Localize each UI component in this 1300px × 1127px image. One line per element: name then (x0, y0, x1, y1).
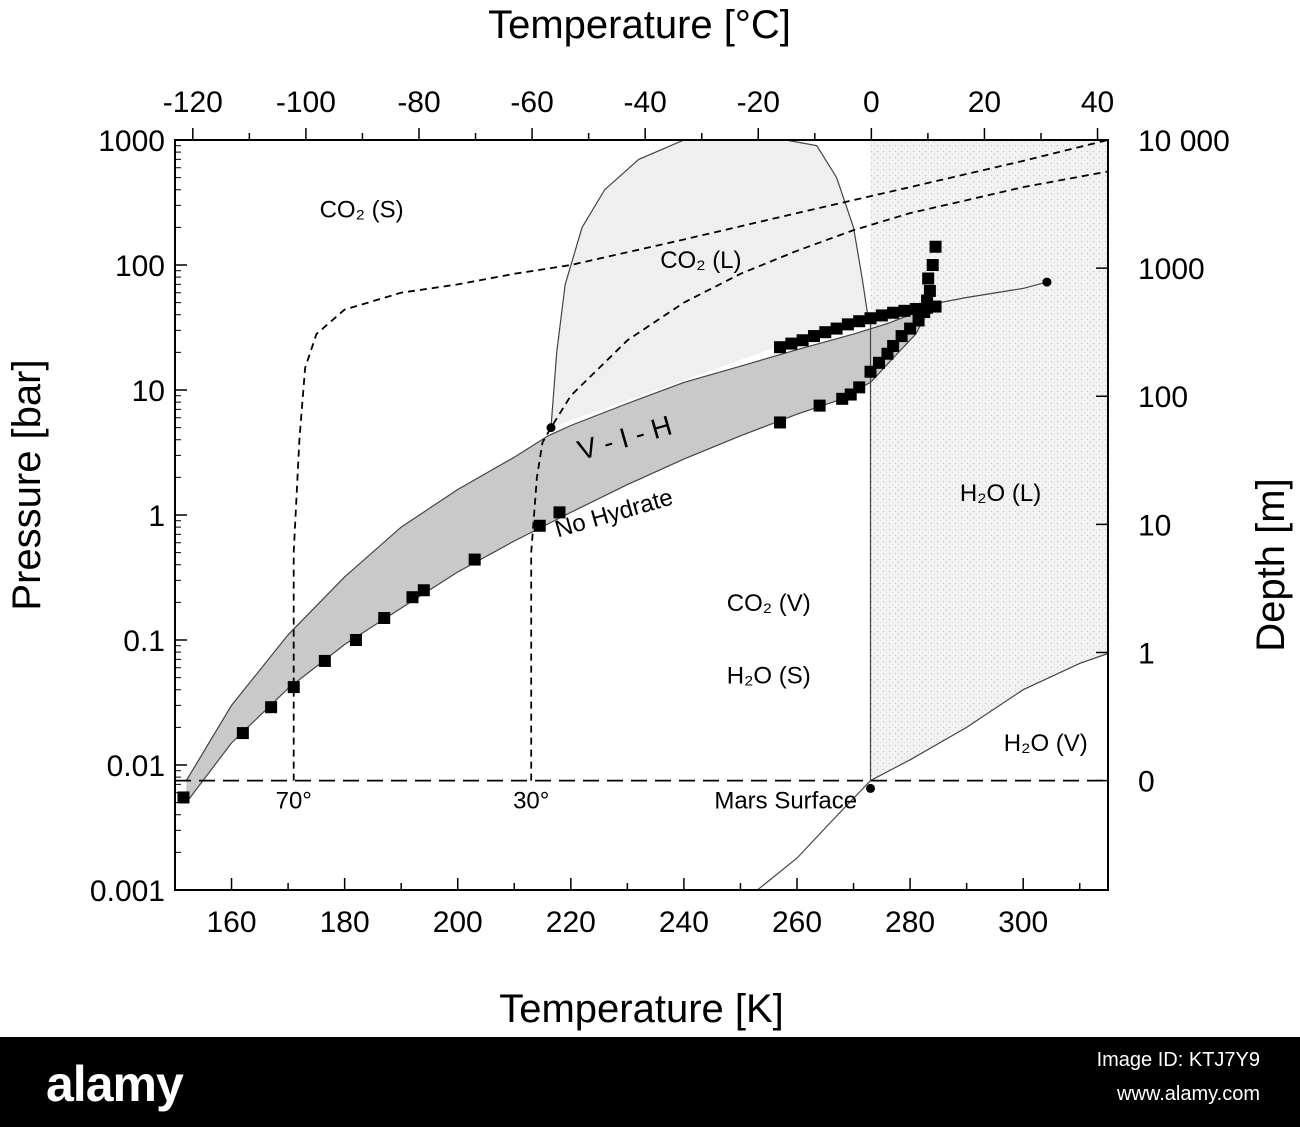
h2o-vapor-region (757, 653, 1108, 890)
data-point-s0 (923, 284, 936, 297)
data-point-s0 (853, 381, 866, 394)
data-point-s0 (553, 506, 566, 519)
triple-point (866, 783, 876, 793)
data-point-s0 (265, 701, 278, 714)
data-point-s0 (813, 399, 826, 412)
y-tick-label: 0.01 (107, 750, 165, 783)
phase-boundary-lines (175, 139, 1109, 891)
data-point-s1 (853, 315, 866, 328)
x2-tick-label: 0 (863, 86, 880, 119)
data-point-s0 (349, 634, 362, 646)
x-tick-label: 220 (546, 906, 596, 939)
data-point-s1 (898, 304, 911, 317)
y2-tick-label: 1000 (1138, 253, 1205, 286)
data-point-s1 (841, 318, 854, 331)
annotation-label: Mars Surface (714, 787, 857, 814)
data-point-s0 (236, 727, 249, 740)
data-point-s0 (378, 611, 391, 624)
geotherm-30-line (530, 170, 1109, 781)
y-tick-label: 0.1 (123, 625, 165, 658)
data-markers (177, 240, 1052, 804)
x2-tick-label: -100 (276, 86, 336, 119)
data-point-s1 (796, 334, 809, 347)
co2-liquid-region (551, 140, 868, 428)
x-tick-label: 280 (885, 906, 935, 939)
data-point-s1 (929, 300, 942, 313)
y-tick-label: 1 (148, 500, 165, 533)
y2-tick-label: 1 (1138, 637, 1155, 670)
data-point-s1 (774, 341, 787, 354)
y-tick-label: 100 (115, 250, 165, 283)
x2-tick-label: 20 (968, 86, 1001, 119)
region-label: CO₂ (V) (727, 590, 811, 617)
watermark-footer: alamy Image ID: KTJ7Y9 www.alamy.com (0, 1037, 1300, 1127)
x2-tick-label: -60 (510, 86, 553, 119)
phase-diagram: 160 180 200 220 240 260 280 300 -120 -100 -80 -60 -4… (5, 3, 1293, 1031)
geotherm-70-line (292, 139, 1109, 781)
data-point-s0 (887, 339, 900, 352)
brand-logo: alamy (46, 1056, 184, 1112)
x2-tick-label: -80 (397, 86, 440, 119)
x2-tick-label: -120 (163, 86, 223, 119)
y-tick-label: 0.001 (90, 875, 165, 908)
chart-labels: CO₂ (S)CO₂ (L)V - I - HNo Hydrate H₂O (L)… (276, 196, 1088, 814)
data-point-s0 (533, 519, 546, 532)
x-axis-title: Temperature [K] (499, 987, 784, 1031)
x2-axis-title: Temperature [°C] (488, 3, 791, 47)
data-point-s0 (177, 791, 190, 804)
x2-tick-label: 40 (1081, 86, 1114, 119)
y2-tick-label: 10 000 (1138, 125, 1230, 158)
y-tick-label: 10 (132, 375, 165, 408)
data-point-s0 (872, 356, 885, 369)
x-tick-label: 240 (659, 906, 709, 939)
x-tick-label: 200 (433, 906, 483, 939)
phase-regions (186, 140, 1108, 890)
data-point-s1 (909, 302, 922, 315)
annotation-label: 30° (513, 787, 549, 814)
h2o-vapor-line (757, 652, 1109, 891)
triple-point (546, 423, 556, 433)
y2-tick-label: 0 (1138, 766, 1155, 799)
x-tick-label: 160 (207, 906, 257, 939)
axes: 160 180 200 220 240 260 280 300-120 -100 -80 -60 -4… (5, 3, 1293, 1031)
data-point-s0 (406, 591, 419, 604)
y-tick-label: 1000 (98, 125, 165, 158)
data-point-s1 (887, 306, 900, 319)
x-tick-label: 260 (772, 906, 822, 939)
data-point-s0 (468, 553, 481, 566)
chart-svg: 160 180 200 220 240 260 280 300-120 -100 -80 -60 -4… (5, 3, 1293, 1031)
annotation-label: 70° (276, 787, 312, 814)
region-label: H₂O (L) (960, 480, 1041, 507)
data-point-s1 (830, 322, 843, 335)
y-axis-title: Pressure [bar] (5, 359, 49, 610)
data-point-s0 (287, 681, 300, 694)
x-tick-label: 180 (320, 906, 370, 939)
data-point-s1 (864, 312, 877, 325)
data-point-s1 (807, 330, 820, 343)
stock-url: www.alamy.com (1117, 1083, 1260, 1105)
region-label: CO₂ (S) (320, 196, 404, 223)
data-point-s0 (417, 584, 430, 597)
region-label: CO₂ (L) (660, 247, 741, 274)
triple-point (1042, 277, 1052, 287)
x-tick-label: 300 (998, 906, 1048, 939)
image-id: Image ID: KTJ7Y9 (1096, 1049, 1260, 1071)
data-point-s1 (819, 326, 832, 339)
data-point-s0 (929, 240, 942, 253)
y2-axis-title: Depth [m] (1249, 478, 1293, 651)
hydrate-upper-boundary (185, 306, 931, 781)
data-point-s0 (926, 259, 939, 271)
data-point-s0 (318, 654, 331, 667)
region-label: H₂O (S) (727, 662, 811, 689)
region-label: H₂O (V) (1004, 730, 1088, 757)
y2-tick-label: 10 (1138, 509, 1171, 542)
data-point-s0 (922, 272, 935, 285)
data-point-s1 (875, 309, 888, 322)
x2-tick-label: -40 (623, 86, 666, 119)
x2-tick-label: -20 (737, 86, 780, 119)
y2-tick-label: 100 (1138, 381, 1188, 414)
data-point-s1 (785, 337, 798, 350)
hydrate-stability-band (186, 307, 930, 803)
data-point-s0 (774, 416, 787, 429)
